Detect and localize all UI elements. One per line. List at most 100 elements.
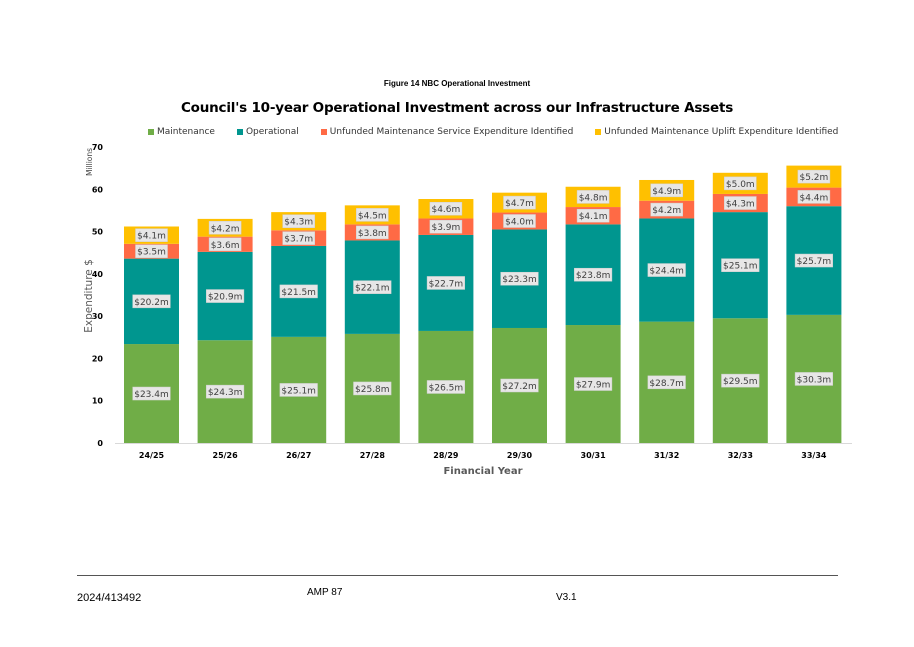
data-label: $24.3m bbox=[208, 388, 243, 398]
data-label-box bbox=[279, 284, 318, 299]
data-label: $4.1m bbox=[137, 232, 166, 242]
legend-swatch-maintenance bbox=[148, 129, 154, 135]
data-label-box bbox=[503, 214, 536, 228]
footer-doc-number: 2024/413492 bbox=[77, 592, 142, 604]
data-label: $27.9m bbox=[576, 381, 611, 391]
data-label-box bbox=[282, 214, 315, 228]
data-label: $27.2m bbox=[502, 382, 537, 392]
data-label: $25.8m bbox=[355, 385, 390, 395]
data-label: $25.7m bbox=[797, 257, 832, 267]
data-label-box bbox=[206, 384, 245, 399]
legend-item-unfunded-service: Unfunded Maintenance Service Expenditure… bbox=[320, 127, 574, 137]
data-label: $23.3m bbox=[502, 275, 537, 285]
data-label: $20.2m bbox=[134, 298, 169, 308]
data-label-box bbox=[135, 228, 168, 242]
chart-title: Council's 10-year Operational Investment… bbox=[180, 100, 734, 116]
y-tick-label: 20 bbox=[92, 354, 104, 363]
y-tick-label: 40 bbox=[92, 270, 104, 279]
data-label-box bbox=[353, 280, 392, 294]
data-label-box bbox=[356, 225, 389, 240]
data-label-box bbox=[647, 375, 686, 390]
x-tick-label: 25/26 bbox=[213, 451, 239, 460]
x-tick-label: 28/29 bbox=[433, 451, 459, 460]
data-label: $4.5m bbox=[358, 211, 387, 221]
data-label-box bbox=[797, 190, 831, 204]
data-label: $4.2m bbox=[211, 224, 240, 234]
data-label: $28.7m bbox=[649, 379, 684, 389]
legend-label: Unfunded Maintenance Service Expenditure… bbox=[329, 127, 574, 137]
data-label: $4.8m bbox=[579, 193, 608, 203]
data-label-box bbox=[426, 380, 465, 394]
data-label: $3.9m bbox=[431, 223, 460, 233]
data-label: $25.1m bbox=[281, 386, 316, 396]
data-label-box bbox=[208, 221, 242, 235]
footer-version: V3.1 bbox=[556, 592, 577, 603]
figure-caption: Figure 14 NBC Operational Investment bbox=[383, 79, 531, 88]
y-tick-label: 70 bbox=[92, 143, 104, 152]
bars-group: $23.4m $20.2m $3.5m $4.1m $24.3m $20.9m $3.6m $… bbox=[124, 165, 842, 443]
data-label-box bbox=[650, 202, 683, 217]
footer-divider bbox=[77, 575, 838, 576]
x-tick-label: 32/33 bbox=[728, 451, 753, 460]
data-label: $23.4m bbox=[134, 390, 169, 400]
y-tick-label: 10 bbox=[92, 397, 104, 406]
data-label-box bbox=[721, 373, 760, 388]
data-label-box bbox=[500, 271, 539, 286]
data-label-box bbox=[135, 244, 168, 258]
legend-item-maintenance: Maintenance bbox=[148, 127, 215, 137]
data-label: $3.5m bbox=[137, 248, 166, 258]
x-tick-label: 29/30 bbox=[507, 451, 533, 460]
data-label-box bbox=[132, 294, 171, 309]
data-label: $29.5m bbox=[723, 377, 758, 387]
y-tick-label: 60 bbox=[92, 185, 104, 194]
data-label-box bbox=[429, 219, 463, 234]
x-tick-label: 26/27 bbox=[286, 451, 311, 460]
data-label: $22.1m bbox=[355, 284, 390, 294]
data-label: $24.4m bbox=[649, 267, 684, 277]
legend-swatch-unfunded-service bbox=[320, 129, 327, 135]
data-label: $3.6m bbox=[211, 241, 240, 251]
data-label-box bbox=[647, 263, 686, 277]
data-label-box bbox=[208, 237, 242, 252]
legend-item-unfunded-uplift: Unfunded Maintenance Uplift Expenditure … bbox=[595, 127, 838, 137]
legend-swatch-operational bbox=[236, 129, 243, 135]
data-label: $4.6m bbox=[431, 205, 460, 215]
data-label-box bbox=[282, 231, 315, 245]
data-label: $4.4m bbox=[799, 193, 828, 203]
data-label: $4.2m bbox=[652, 206, 681, 216]
data-label: $4.3m bbox=[284, 218, 313, 228]
chart-legend: Maintenance Operational Unfunded Mainten… bbox=[148, 127, 860, 137]
data-label: $3.8m bbox=[358, 229, 387, 239]
data-label: $5.2m bbox=[799, 173, 828, 183]
data-label-box bbox=[576, 190, 610, 204]
y-axis: 0 10 20 30 40 50 60 70 bbox=[92, 143, 104, 448]
x-axis-title: Financial Year bbox=[443, 466, 522, 477]
data-label: $4.0m bbox=[505, 218, 534, 228]
data-label-box bbox=[132, 386, 171, 401]
legend-label: Maintenance bbox=[157, 127, 215, 137]
data-label-box bbox=[429, 201, 463, 216]
data-label-box bbox=[794, 372, 833, 386]
data-label: $22.7m bbox=[429, 279, 464, 289]
data-label: $23.8m bbox=[576, 271, 611, 281]
y-axis-unit-label: Millions bbox=[85, 148, 94, 176]
legend-swatch-unfunded-uplift bbox=[595, 129, 602, 135]
data-label: $4.7m bbox=[505, 199, 534, 209]
data-label: $20.9m bbox=[208, 293, 243, 303]
data-label-box bbox=[794, 253, 833, 268]
data-label: $26.5m bbox=[429, 383, 464, 393]
data-label-box bbox=[724, 176, 757, 191]
y-axis-title: Expenditure $ bbox=[83, 259, 95, 333]
data-label: $5.0m bbox=[726, 180, 755, 190]
data-label-box bbox=[574, 267, 613, 282]
x-tick-label: 24/25 bbox=[139, 451, 165, 460]
y-tick-label: 30 bbox=[92, 312, 104, 321]
data-label-box bbox=[797, 169, 831, 184]
data-label-box bbox=[721, 258, 760, 272]
y-tick-label: 50 bbox=[92, 228, 104, 237]
x-tick-label: 27/28 bbox=[360, 451, 386, 460]
data-label-box bbox=[650, 183, 683, 198]
legend-label: Unfunded Maintenance Uplift Expenditure … bbox=[604, 127, 839, 137]
footer-page-label: AMP 87 bbox=[307, 587, 343, 598]
